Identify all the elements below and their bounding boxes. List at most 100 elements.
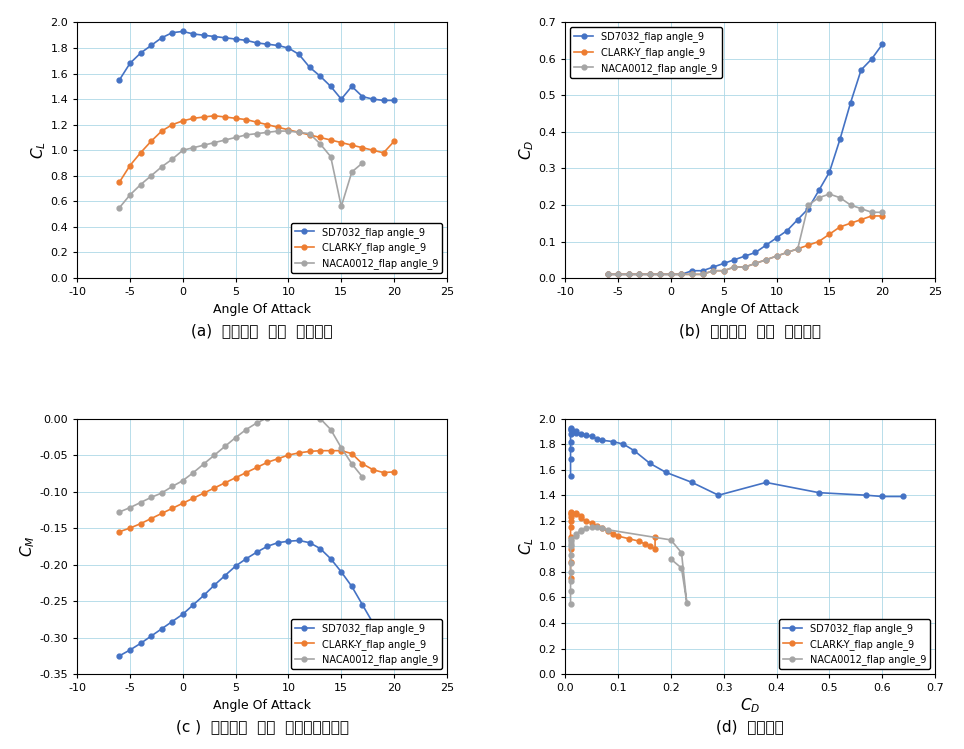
NACA0012_flap angle_9 bbox=[576, 527, 587, 536]
CLARK-Y_flap angle_9 bbox=[650, 533, 661, 542]
CLARK-Y_flap angle_9 bbox=[272, 123, 283, 132]
SD7032_flap angle_9 bbox=[208, 580, 220, 589]
Text: (d)  양항곡선: (d) 양항곡선 bbox=[716, 719, 784, 734]
NACA0012_flap angle_9 bbox=[240, 425, 252, 434]
Text: (c )  받음각에  따른  피칭모멘트계수: (c ) 받음각에 따른 피칭모멘트계수 bbox=[175, 719, 349, 734]
CLARK-Y_flap angle_9 bbox=[146, 137, 157, 146]
CLARK-Y_flap angle_9 bbox=[576, 514, 587, 523]
SD7032_flap angle_9 bbox=[570, 428, 581, 437]
CLARK-Y_flap angle_9 bbox=[580, 516, 592, 525]
SD7032_flap angle_9 bbox=[146, 41, 157, 50]
CLARK-Y_flap angle_9 bbox=[676, 270, 687, 279]
CLARK-Y_flap angle_9 bbox=[156, 509, 168, 518]
NACA0012_flap angle_9 bbox=[834, 193, 845, 202]
NACA0012_flap angle_9 bbox=[167, 155, 178, 164]
NACA0012_flap angle_9 bbox=[565, 537, 576, 546]
CLARK-Y_flap angle_9 bbox=[686, 270, 698, 279]
SD7032_flap angle_9 bbox=[367, 619, 379, 628]
NACA0012_flap angle_9 bbox=[114, 203, 125, 212]
Line: SD7032_flap angle_9: SD7032_flap angle_9 bbox=[568, 425, 906, 499]
NACA0012_flap angle_9 bbox=[729, 263, 740, 272]
NACA0012_flap angle_9 bbox=[771, 252, 783, 261]
X-axis label: Angle Of Attack: Angle Of Attack bbox=[213, 699, 311, 712]
CLARK-Y_flap angle_9 bbox=[304, 130, 315, 139]
CLARK-Y_flap angle_9 bbox=[792, 244, 804, 253]
CLARK-Y_flap angle_9 bbox=[644, 542, 656, 551]
CLARK-Y_flap angle_9 bbox=[876, 211, 888, 220]
Line: SD7032_flap angle_9: SD7032_flap angle_9 bbox=[605, 42, 885, 277]
SD7032_flap angle_9 bbox=[229, 34, 241, 43]
SD7032_flap angle_9 bbox=[565, 429, 576, 438]
SD7032_flap angle_9 bbox=[219, 33, 230, 42]
SD7032_flap angle_9 bbox=[240, 554, 252, 563]
CLARK-Y_flap angle_9 bbox=[167, 504, 178, 513]
SD7032_flap angle_9 bbox=[240, 36, 252, 45]
Line: SD7032_flap angle_9: SD7032_flap angle_9 bbox=[117, 29, 396, 103]
SD7032_flap angle_9 bbox=[655, 270, 666, 279]
SD7032_flap angle_9 bbox=[866, 55, 877, 64]
CLARK-Y_flap angle_9 bbox=[771, 252, 783, 261]
CLARK-Y_flap angle_9 bbox=[229, 114, 241, 123]
Text: (a)  받음각에  따른  양력계수: (a) 받음각에 따른 양력계수 bbox=[191, 323, 333, 338]
SD7032_flap angle_9 bbox=[823, 168, 835, 177]
CLARK-Y_flap angle_9 bbox=[314, 446, 326, 455]
NACA0012_flap angle_9 bbox=[823, 189, 835, 198]
CLARK-Y_flap angle_9 bbox=[199, 488, 210, 497]
NACA0012_flap angle_9 bbox=[565, 576, 576, 585]
NACA0012_flap angle_9 bbox=[644, 270, 656, 279]
NACA0012_flap angle_9 bbox=[188, 143, 200, 152]
NACA0012_flap angle_9 bbox=[208, 451, 220, 460]
NACA0012_flap angle_9 bbox=[282, 127, 294, 136]
CLARK-Y_flap angle_9 bbox=[565, 557, 576, 566]
CLARK-Y_flap angle_9 bbox=[565, 509, 576, 518]
SD7032_flap angle_9 bbox=[335, 568, 347, 577]
SD7032_flap angle_9 bbox=[124, 59, 136, 68]
SD7032_flap angle_9 bbox=[844, 98, 856, 107]
Legend: SD7032_flap angle_9, CLARK-Y_flap angle_9, NACA0012_flap angle_9: SD7032_flap angle_9, CLARK-Y_flap angle_… bbox=[291, 619, 442, 670]
CLARK-Y_flap angle_9 bbox=[293, 449, 305, 458]
NACA0012_flap angle_9 bbox=[844, 201, 856, 210]
SD7032_flap angle_9 bbox=[565, 425, 576, 434]
NACA0012_flap angle_9 bbox=[681, 598, 692, 607]
NACA0012_flap angle_9 bbox=[576, 525, 587, 534]
CLARK-Y_flap angle_9 bbox=[623, 534, 634, 543]
NACA0012_flap angle_9 bbox=[357, 473, 368, 482]
SD7032_flap angle_9 bbox=[676, 270, 687, 279]
SD7032_flap angle_9 bbox=[712, 491, 724, 500]
SD7032_flap angle_9 bbox=[314, 544, 326, 553]
SD7032_flap angle_9 bbox=[304, 63, 315, 72]
SD7032_flap angle_9 bbox=[388, 96, 400, 105]
NACA0012_flap angle_9 bbox=[612, 270, 624, 279]
SD7032_flap angle_9 bbox=[565, 445, 576, 454]
CLARK-Y_flap angle_9 bbox=[565, 507, 576, 516]
SD7032_flap angle_9 bbox=[761, 478, 772, 487]
NACA0012_flap angle_9 bbox=[199, 141, 210, 150]
SD7032_flap angle_9 bbox=[771, 234, 783, 243]
NACA0012_flap angle_9 bbox=[633, 270, 645, 279]
CLARK-Y_flap angle_9 bbox=[633, 537, 645, 546]
CLARK-Y_flap angle_9 bbox=[304, 447, 315, 456]
SD7032_flap angle_9 bbox=[739, 252, 751, 261]
SD7032_flap angle_9 bbox=[612, 270, 624, 279]
SD7032_flap angle_9 bbox=[388, 652, 400, 661]
SD7032_flap angle_9 bbox=[897, 492, 909, 501]
SD7032_flap angle_9 bbox=[199, 31, 210, 40]
CLARK-Y_flap angle_9 bbox=[177, 499, 189, 508]
CLARK-Y_flap angle_9 bbox=[697, 270, 709, 279]
NACA0012_flap angle_9 bbox=[586, 523, 598, 532]
SD7032_flap angle_9 bbox=[580, 431, 592, 440]
CLARK-Y_flap angle_9 bbox=[708, 266, 719, 275]
Y-axis label: $C_D$: $C_D$ bbox=[517, 140, 536, 160]
NACA0012_flap angle_9 bbox=[261, 413, 273, 422]
NACA0012_flap angle_9 bbox=[314, 139, 326, 148]
NACA0012_flap angle_9 bbox=[855, 204, 867, 213]
NACA0012_flap angle_9 bbox=[565, 559, 576, 568]
NACA0012_flap angle_9 bbox=[146, 172, 157, 181]
CLARK-Y_flap angle_9 bbox=[565, 523, 576, 532]
NACA0012_flap angle_9 bbox=[314, 414, 326, 423]
CLARK-Y_flap angle_9 bbox=[591, 521, 602, 530]
Line: NACA0012_flap angle_9: NACA0012_flap angle_9 bbox=[568, 525, 689, 606]
SD7032_flap angle_9 bbox=[304, 539, 315, 548]
CLARK-Y_flap angle_9 bbox=[565, 533, 576, 542]
NACA0012_flap angle_9 bbox=[655, 270, 666, 279]
